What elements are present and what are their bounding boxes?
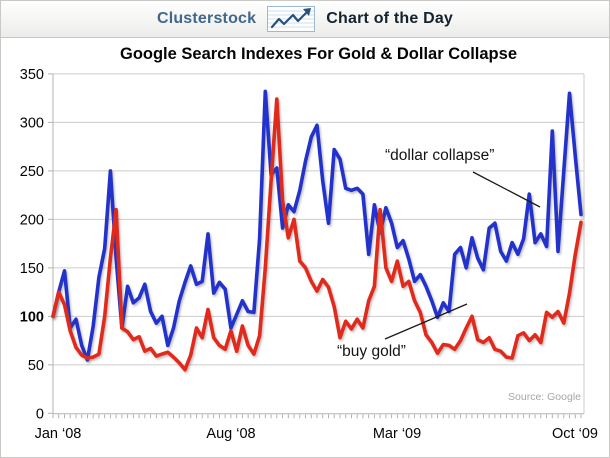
y-tick-label: 200	[20, 212, 44, 228]
header-title: Chart of the Day	[326, 10, 454, 27]
series-dollar-collapse	[51, 89, 583, 362]
y-tick-label: 250	[20, 164, 44, 180]
annotation-dollar-collapse: “dollar collapse”	[385, 147, 495, 164]
x-tick-label: Aug ‘08	[206, 426, 255, 442]
x-tick-label: Jan ‘08	[35, 426, 82, 442]
y-tick-label: 350	[20, 67, 44, 83]
sparkline-icon	[267, 6, 316, 32]
x-tick-label: Mar ‘09	[373, 426, 421, 442]
annotation-pointer-line	[472, 171, 541, 208]
y-tick-label: 0	[36, 406, 44, 422]
y-tick-label: 50	[28, 358, 44, 374]
x-tick-label: Oct ‘09	[552, 426, 598, 442]
source-credit: Source: Google	[508, 391, 581, 403]
y-tick-label: 300	[20, 115, 44, 131]
annotation-buy-gold: “buy gold”	[337, 343, 406, 360]
y-tick-label: 150	[20, 261, 44, 277]
header-bar: Clusterstock Chart of the Day	[1, 1, 609, 38]
chart-title: Google Search Indexes For Gold & Dollar …	[119, 45, 517, 63]
y-tick-label: 100	[20, 309, 44, 325]
brand-logo: Clusterstock	[156, 10, 257, 27]
annotation-pointer-line	[384, 303, 468, 340]
series-buy-gold	[51, 97, 583, 372]
